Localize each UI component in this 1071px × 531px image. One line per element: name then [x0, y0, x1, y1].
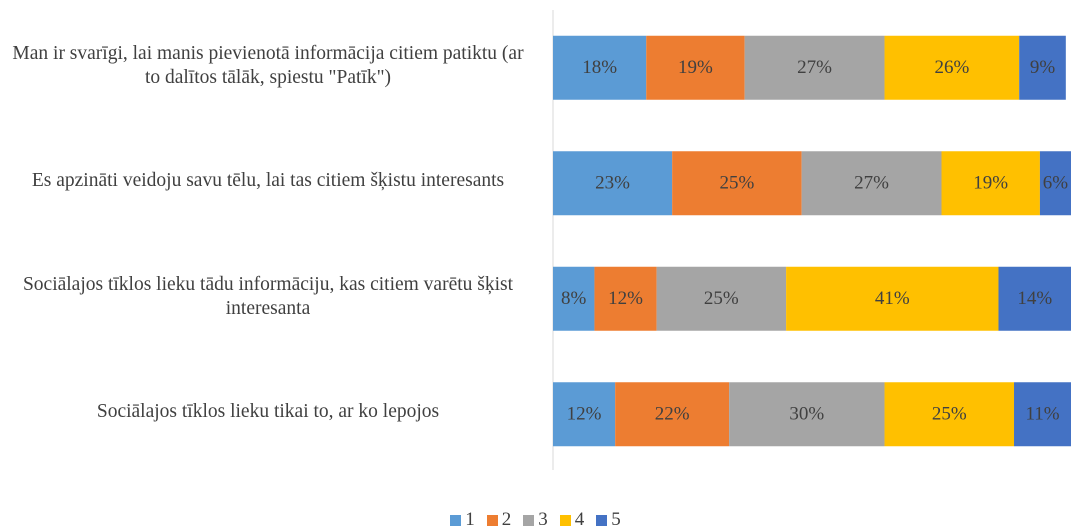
- value-label: 18%: [582, 57, 617, 78]
- legend-swatch: [559, 514, 571, 526]
- value-label: 11%: [1025, 404, 1059, 425]
- value-label: 19%: [678, 57, 713, 78]
- category-label: Man ir svarīgi, lai manis pievienotā inf…: [12, 42, 524, 88]
- bar-segment: [553, 266, 595, 331]
- bar-segment: [1019, 35, 1066, 100]
- value-label: 12%: [608, 288, 643, 309]
- legend-label: 5: [611, 509, 621, 530]
- category-label: Es apzināti veidoju savu tēlu, lai tas c…: [31, 170, 505, 192]
- category-label: Sociālajos tīklos lieku tādu informāciju…: [22, 273, 514, 319]
- value-label: 23%: [595, 173, 630, 194]
- legend-item: 3: [523, 509, 548, 531]
- legend: 1 2 3 4 5: [0, 509, 1071, 531]
- bar-segment: [672, 151, 802, 216]
- value-label: 41%: [875, 288, 910, 309]
- value-label: 25%: [704, 288, 739, 309]
- bar-segment: [941, 151, 1040, 216]
- bar-segment: [646, 35, 745, 100]
- value-label: 14%: [1017, 288, 1052, 309]
- bar-segment: [884, 382, 1015, 447]
- value-label: 8%: [561, 288, 587, 309]
- bar-segment: [744, 35, 885, 100]
- legend-item: 1: [450, 509, 475, 531]
- legend-item: 2: [486, 509, 512, 531]
- bar-segment: [786, 266, 999, 331]
- value-label: 12%: [567, 404, 602, 425]
- category-label: Sociālajos tīklos lieku tikai to, ar ko …: [96, 401, 440, 423]
- bar-segment: [553, 382, 616, 447]
- bar-segment: [615, 382, 730, 447]
- legend-swatch: [486, 514, 498, 526]
- bar-segment: [553, 35, 647, 100]
- value-label: 27%: [854, 173, 889, 194]
- value-label: 6%: [1043, 173, 1069, 194]
- value-label: 30%: [789, 404, 824, 425]
- value-label: 25%: [719, 173, 754, 194]
- value-label: 19%: [973, 173, 1008, 194]
- bar-segment: [801, 151, 942, 216]
- legend-item: 5: [596, 509, 621, 531]
- value-label: 26%: [934, 57, 969, 78]
- bar-segment: [884, 35, 1020, 100]
- bar-segment: [729, 382, 885, 447]
- bar-segment: [1014, 382, 1071, 447]
- bar-segment: [1039, 151, 1071, 216]
- chart: 18% 19% 27% 26% 9% 23% 25% 27% 19% 6% 8% 12% 25% 41% 1…: [552, 10, 1071, 470]
- value-label: 9%: [1030, 57, 1056, 78]
- legend-item: 4: [559, 509, 585, 531]
- value-label: 27%: [797, 57, 832, 78]
- bar-segment: [594, 266, 657, 331]
- value-label: 22%: [655, 404, 690, 425]
- legend-swatch: [523, 514, 535, 526]
- bar-segment: [656, 266, 787, 331]
- legend-swatch: [596, 514, 608, 526]
- legend-label: 1: [465, 509, 475, 530]
- legend-label: 4: [574, 509, 585, 530]
- bar-segment: [998, 266, 1071, 331]
- legend-swatch: [450, 514, 462, 526]
- legend-label: 2: [501, 509, 512, 530]
- legend-label: 3: [538, 509, 548, 530]
- value-label: 25%: [932, 404, 967, 425]
- bar-segment: [553, 151, 673, 216]
